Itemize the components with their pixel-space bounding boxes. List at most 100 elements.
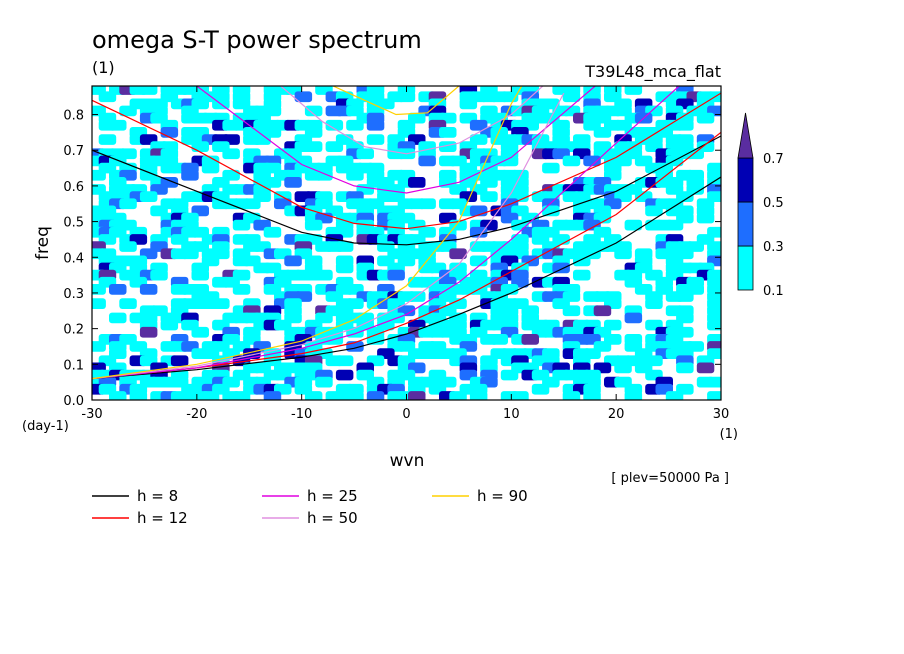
- field-cell: [98, 134, 117, 145]
- field-cell: [366, 334, 385, 345]
- colorbar-label: 0.3: [763, 240, 784, 255]
- field-cell: [181, 169, 199, 181]
- colorbar-label: 0.5: [763, 196, 784, 211]
- y-tick-label: 0.8: [63, 109, 84, 124]
- y-tick-label: 0.1: [63, 358, 84, 373]
- field-cell: [418, 155, 436, 167]
- dispersion-curve: [92, 176, 721, 380]
- field-cell: [263, 391, 282, 400]
- dispersion-curve: [92, 135, 721, 246]
- field-cell: [490, 334, 508, 345]
- field-cell: [531, 383, 550, 395]
- field-cell: [98, 91, 117, 103]
- level-note: [ plev=50000 Pa ]: [611, 471, 729, 486]
- field-cell: [696, 212, 715, 224]
- field-cell: [408, 391, 426, 400]
- y-tick-label: 0.2: [63, 323, 84, 338]
- field-cell: [232, 284, 251, 295]
- field-cell: [614, 248, 632, 260]
- field-cell: [191, 326, 209, 338]
- field-cell: [109, 312, 127, 324]
- field-cell: [315, 169, 333, 181]
- colorbar-segment: [737, 157, 754, 203]
- chart-subtitle-left: (1): [92, 58, 115, 77]
- legend-label: h = 8: [137, 487, 178, 505]
- field-cell: [469, 255, 488, 267]
- field-cell: [397, 91, 416, 103]
- field-cell: [315, 376, 333, 388]
- field-cell: [459, 98, 478, 110]
- field-cell: [707, 391, 721, 400]
- dispersion-curve: [92, 92, 565, 380]
- field-cell: [119, 241, 137, 252]
- field-cell: [696, 362, 715, 374]
- legend-label: h = 25: [307, 487, 358, 505]
- field-cell: [562, 391, 581, 400]
- field-cell: [676, 291, 694, 302]
- field-cell: [304, 391, 323, 400]
- colorbar-segment: [737, 245, 754, 291]
- field-cell: [243, 198, 261, 210]
- field-cell: [139, 191, 158, 202]
- x-tick-label: -10: [291, 407, 312, 422]
- field-cell: [109, 391, 127, 400]
- field-cell: [583, 391, 601, 400]
- field-cell: [304, 141, 323, 152]
- field-cell: [232, 219, 251, 231]
- field-cell: [645, 205, 663, 217]
- field-cell: [696, 112, 715, 124]
- field-cell: [542, 162, 560, 174]
- field-cell: [408, 177, 426, 188]
- power-field: [92, 86, 721, 400]
- field-cell: [325, 141, 344, 152]
- field-cell: [346, 391, 364, 400]
- field-cell: [366, 119, 385, 131]
- field-cell: [624, 391, 643, 400]
- field-cell: [92, 341, 106, 352]
- field-cell: [201, 391, 220, 400]
- field-cell: [346, 169, 364, 181]
- x-tick-label: 0: [402, 407, 410, 422]
- legend-label: h = 50: [307, 509, 358, 527]
- field-cell: [480, 191, 498, 202]
- field-cell: [139, 326, 158, 338]
- field-cell: [449, 248, 467, 260]
- field-cell: [191, 269, 209, 281]
- field-cell: [139, 284, 158, 295]
- field-cell: [109, 284, 127, 295]
- field-cell: [645, 298, 663, 309]
- y-tick-label: 0.6: [63, 180, 84, 195]
- chart-subtitle-right: T39L48_mca_flat: [584, 62, 721, 82]
- field-cell: [707, 376, 721, 388]
- field-cell: [304, 219, 323, 231]
- y-unit-label: (day-1): [22, 419, 69, 434]
- field-cell: [92, 284, 106, 295]
- dispersion-curve: [196, 86, 596, 194]
- field-cell: [614, 362, 632, 374]
- dispersion-curves: [92, 86, 721, 380]
- colorbar-extend-arrow: [737, 112, 754, 159]
- field-cell: [500, 155, 519, 167]
- field-cell: [284, 255, 302, 267]
- field-cell: [201, 162, 220, 174]
- x-tick-label: -30: [81, 407, 102, 422]
- field-cell: [500, 369, 519, 381]
- dispersion-curve: [92, 86, 523, 380]
- field-cell: [624, 312, 643, 324]
- field-cell: [335, 369, 354, 381]
- field-cell: [160, 127, 179, 138]
- field-cell: [92, 298, 106, 309]
- field-cell: [325, 119, 344, 131]
- field-cell: [335, 355, 354, 367]
- field-cell: [418, 198, 436, 210]
- y-axis: 0.0 0.1 0.2 0.3 0.4 0.5 0.6 0.7 0.8: [63, 109, 721, 409]
- colorbar-segment: [737, 201, 754, 247]
- colorbar: 0.1 0.3 0.5 0.7: [737, 112, 784, 299]
- legend-label: h = 90: [477, 487, 528, 505]
- x-axis: -30 -20 -10 0 10 20 30: [81, 86, 729, 422]
- field-cell: [119, 198, 137, 210]
- dispersion-curve: [332, 86, 460, 116]
- field-cell: [593, 127, 612, 138]
- colorbar-label: 0.7: [763, 152, 784, 167]
